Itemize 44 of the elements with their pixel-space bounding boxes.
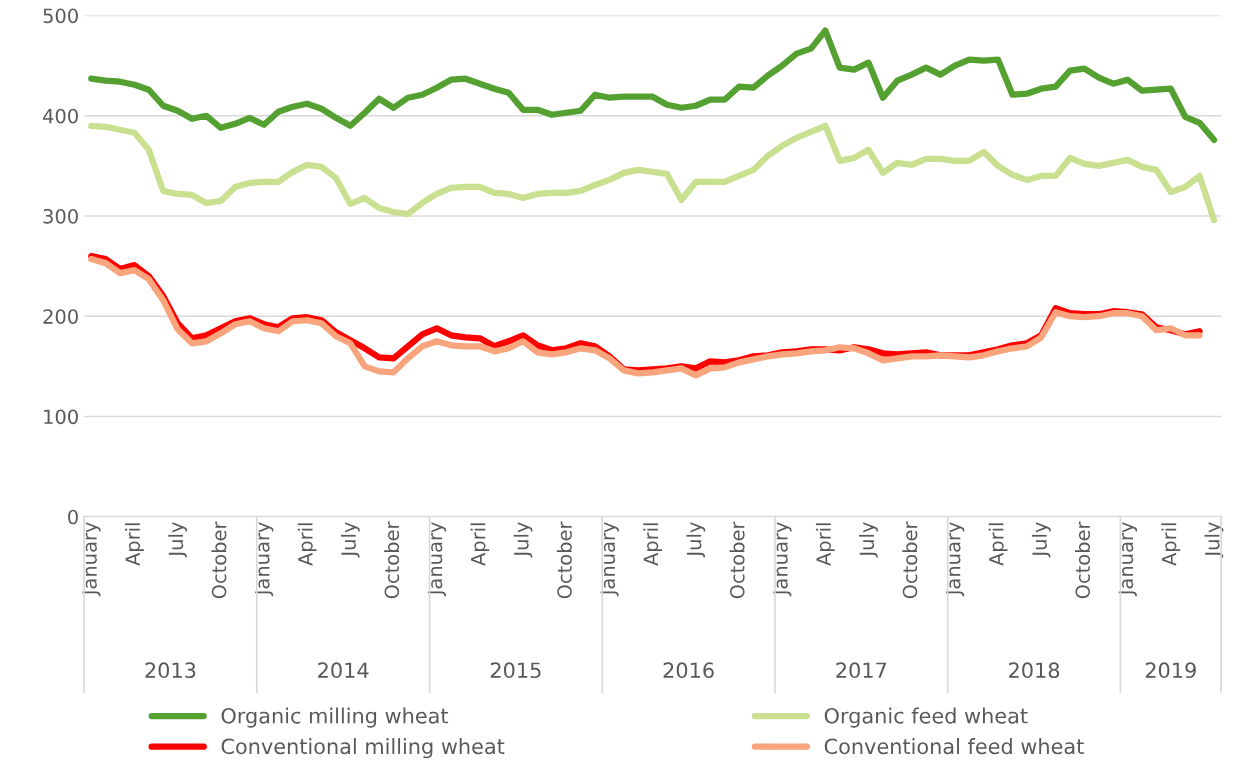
y-tick-label: 0 [68, 509, 78, 525]
text: 2017 [836, 662, 887, 679]
x-tick-label: April [988, 523, 1008, 566]
x-tick-label: January [600, 522, 619, 597]
x-tick-label: April [815, 523, 835, 566]
x-tick-label: April [125, 523, 144, 566]
x-tick-label: April [470, 523, 490, 566]
y-tick-label: 100 [44, 409, 78, 425]
x-tick-label: July [1204, 522, 1224, 558]
x-tick-label: April [1161, 523, 1181, 566]
x-tick-label: October [729, 521, 745, 599]
text: 2014 [318, 662, 369, 679]
text: 2018 [1009, 662, 1060, 679]
x-tick-label: January [773, 522, 792, 597]
x-tick-label: July [686, 522, 706, 558]
legend-label: Conventional feed wheat [824, 738, 1084, 755]
legend-label: Organic feed wheat [824, 707, 1028, 728]
x-tick-label: April [297, 523, 317, 566]
x-tick-label: October [211, 521, 227, 599]
text: 2016 [663, 662, 714, 679]
x-tick-label: July [168, 522, 188, 558]
y-tick-label: 200 [43, 309, 78, 324]
text: 2015 [490, 662, 541, 679]
x-tick-label: April [643, 523, 663, 566]
y-tick-label: 500 [43, 8, 78, 24]
legend-label: Conventional milling wheat [221, 738, 505, 759]
x-tick-label: January [255, 522, 274, 597]
x-tick-label: July [859, 522, 878, 558]
y-tick-label: 300 [43, 208, 78, 224]
x-tick-label: October [902, 521, 918, 599]
x-tick-label: October [556, 521, 572, 599]
text: 2019 [1145, 662, 1196, 679]
x-tick-label: October [384, 521, 400, 599]
x-tick-label: July [340, 522, 360, 558]
x-tick-label: October [1075, 521, 1091, 599]
legend-label: Organic milling wheat [221, 707, 449, 728]
x-tick-label: January [427, 522, 447, 597]
x-tick-label: July [513, 522, 533, 558]
y-tick-label: 400 [43, 108, 78, 124]
x-tick-label: January [1118, 522, 1138, 597]
x-tick-label: January [82, 522, 101, 597]
text: 2013 [145, 662, 196, 679]
x-tick-label: January [946, 522, 965, 597]
x-tick-label: July [1031, 522, 1051, 558]
